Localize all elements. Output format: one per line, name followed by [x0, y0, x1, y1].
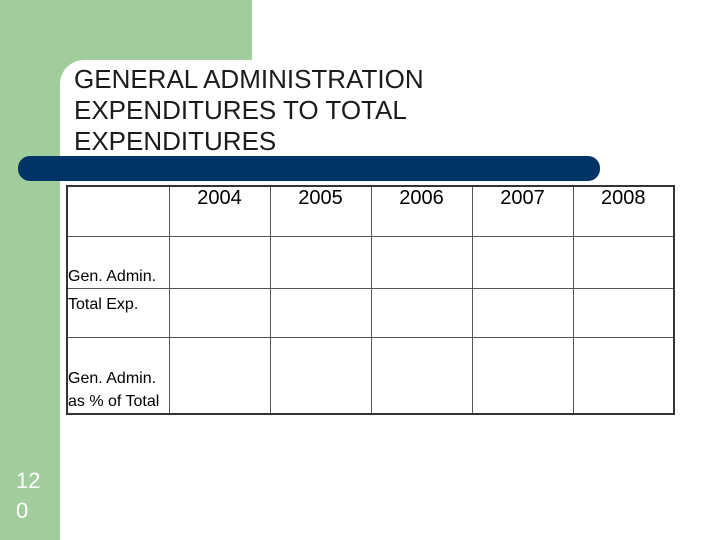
column-header-year: 2005	[269, 185, 372, 237]
column-header-year: 2008	[572, 185, 675, 237]
table-cell	[471, 235, 574, 289]
table-cell	[572, 287, 675, 338]
table-cell	[370, 336, 473, 415]
table-cell	[269, 336, 372, 415]
table-cell	[168, 336, 271, 415]
column-header-year: 2006	[370, 185, 473, 237]
table-cell	[471, 287, 574, 338]
row-label-total-exp: Total Exp.	[66, 287, 170, 338]
slide-title: GENERAL ADMINISTRATION EXPENDITURES TO T…	[74, 64, 424, 156]
title-divider-bar	[18, 156, 600, 181]
table-cell	[572, 336, 675, 415]
table-cell	[370, 287, 473, 338]
row-label-gen-admin: Gen. Admin.	[66, 235, 170, 289]
title-panel	[60, 60, 720, 170]
slide-number: 12 0	[16, 468, 41, 523]
table-cell	[471, 336, 574, 415]
row-label-gen-admin-percent: Gen. Admin. as % of Total	[66, 336, 170, 415]
table-cell	[168, 287, 271, 338]
table-row: Total Exp.	[66, 287, 675, 338]
table-cell	[269, 235, 372, 289]
table-row: Gen. Admin.	[66, 235, 675, 289]
table-cell	[370, 235, 473, 289]
table-corner-cell	[66, 185, 170, 237]
expenditure-table: 2004 2005 2006 2007 2008 Gen. Admin. Tot…	[66, 185, 675, 415]
column-header-year: 2004	[168, 185, 271, 237]
table-row: Gen. Admin. as % of Total	[66, 336, 675, 415]
column-header-year: 2007	[471, 185, 574, 237]
table-cell	[168, 235, 271, 289]
table-cell	[572, 235, 675, 289]
table-header-row: 2004 2005 2006 2007 2008	[66, 185, 675, 237]
table-cell	[269, 287, 372, 338]
